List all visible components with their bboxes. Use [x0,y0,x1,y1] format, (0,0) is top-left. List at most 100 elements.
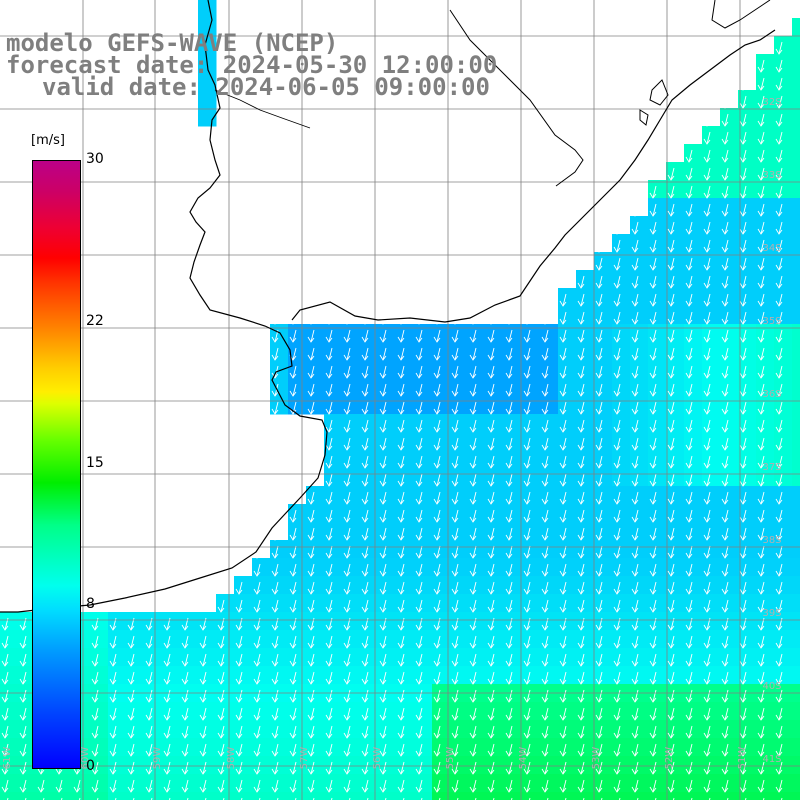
wind-cell [612,396,631,415]
wind-cell [396,378,415,397]
wind-direction-arrows [1,5,783,800]
latitude-label: 39S [762,608,781,619]
wind-cell [288,522,307,541]
wind-arrow [739,77,747,91]
wind-cell [774,468,793,487]
wind-cell [522,612,541,631]
wind-arrow [397,761,405,775]
wind-cell [252,792,271,800]
wind-cell [324,630,343,649]
wind-cell [720,630,739,649]
wind-arrow [523,671,531,685]
wind-arrow [613,455,621,469]
wind-cell [306,396,325,415]
wind-arrow [343,401,351,415]
wind-cell [378,468,397,487]
wind-arrow [433,563,441,577]
wind-cell [612,666,631,685]
wind-cell [468,540,487,559]
wind-cell [324,522,343,541]
wind-cell [126,756,145,775]
wind-cell [738,360,757,379]
longitude-label: 51W [737,747,748,770]
wind-cell [162,792,181,800]
wind-arrow [91,653,99,667]
wind-cell [18,630,37,649]
wind-arrow [631,311,639,325]
wind-cell [738,180,757,199]
colorbar-tick-label: 30 [86,151,104,167]
wind-cell [468,504,487,523]
wind-cell [396,342,415,361]
wind-cell [648,558,667,577]
wind-arrow [19,689,27,703]
wind-arrow [469,311,477,325]
wind-cell [738,252,757,271]
wind-cell [792,414,800,433]
wind-cell [792,702,800,721]
wind-cell [630,648,649,667]
wind-cell [360,360,379,379]
wind-arrow [631,545,639,559]
wind-arrow [757,365,765,379]
wind-cell [270,666,289,685]
wind-cell [576,558,595,577]
wind-arrow [181,5,189,19]
wind-arrow [649,383,657,397]
wind-arrow [163,671,171,685]
wind-arrow [667,581,675,595]
wind-cell [198,720,217,739]
wind-cell [288,612,307,631]
wind-arrow [757,113,765,127]
wind-arrow [649,761,657,775]
wind-arrow [433,437,441,451]
wind-arrow [487,329,495,343]
wind-cell [648,414,667,433]
colorbar-tick-label: 22 [86,312,104,329]
wind-cell [738,108,757,127]
wind-arrow [559,347,567,361]
wind-cell [576,504,595,523]
wind-arrow [577,779,585,793]
wind-cell [216,666,235,685]
wind-arrow [757,185,765,199]
wind-cell [324,468,343,487]
wind-arrow [649,707,657,721]
wind-arrow [487,707,495,721]
wind-arrow [757,653,765,667]
wind-arrow [451,455,459,469]
wind-cell [774,288,793,307]
wind-cell [180,774,199,793]
wind-arrow [523,707,531,721]
wind-arrow [181,239,189,253]
wind-cell [792,252,800,271]
wind-arrow [271,707,279,721]
colorbar-unit: [m/s] [31,133,65,148]
wind-arrow [181,653,189,667]
wind-cell [666,306,685,325]
wind-arrow [397,401,405,415]
wind-cell [540,558,559,577]
wind-cell [468,702,487,721]
wind-cell [666,378,685,397]
wind-arrow [505,707,513,721]
wind-arrow [397,581,405,595]
wind-cell [558,414,577,433]
wind-cell [216,756,235,775]
wind-cell [594,792,613,800]
wind-cell [720,450,739,469]
wind-cell [522,486,541,505]
wind-arrow [469,437,477,451]
wind-cell [378,450,397,469]
wind-cell [666,612,685,631]
wind-cell [702,558,721,577]
wind-arrow [379,761,387,775]
wind-cell [774,720,793,739]
wind-arrow [253,671,261,685]
wind-arrow [181,275,189,289]
wind-cell [414,558,433,577]
wind-cell [252,576,271,595]
wind-arrow [325,743,333,757]
wind-arrow [325,581,333,595]
wind-cell [792,576,800,595]
